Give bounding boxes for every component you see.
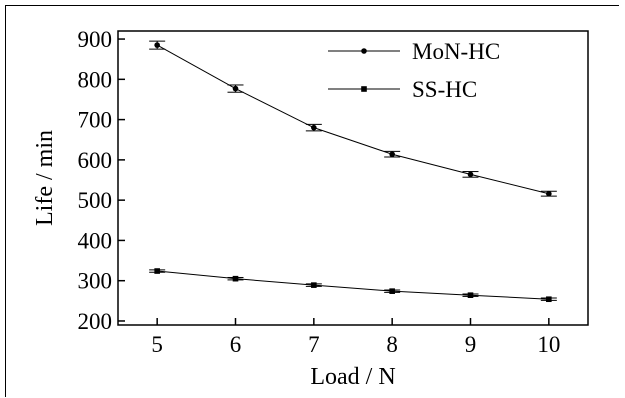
y-tick-label: 900 [78,27,113,52]
x-tick-label: 9 [465,332,477,357]
marker-square [361,86,367,92]
x-tick-label: 10 [537,332,560,357]
marker-circle [232,85,239,92]
figure-frame [5,5,619,397]
x-tick-label: 8 [386,332,398,357]
marker-square [232,275,239,282]
axes: 5 6 7 8 9 10 200 300 400 500 600 700 800 900 [78,27,561,357]
series-line [156,44,549,195]
marker-circle [154,42,160,48]
y-tick-label: 800 [78,67,113,92]
y-tick-label: 500 [78,188,113,213]
x-tick-label: 6 [230,332,242,357]
marker-square [546,296,552,303]
y-tick-label: 300 [78,269,113,294]
series-layer [149,40,557,303]
x-tick-label: 7 [308,332,320,357]
series-line [157,270,549,300]
marker-circle [467,171,474,178]
marker-circle [361,48,367,54]
y-tick-label: 700 [78,108,113,133]
x-axis-label: Load / N [310,364,395,390]
y-tick-label: 600 [78,148,113,173]
marker-square [389,288,395,294]
y-tick-label: 200 [78,309,113,334]
legend: MoN-HC SS-HC [328,39,500,102]
x-tick-label: 5 [151,332,163,357]
legend-label: MoN-HC [412,39,500,64]
series-mon-hc [149,40,557,197]
y-tick-label: 400 [78,228,113,253]
plot-area [117,30,589,326]
y-axis-label: Life / min [32,130,58,226]
marker-circle [546,190,552,197]
marker-square [311,282,317,288]
marker-circle [311,124,317,131]
series-ss-hc [149,268,557,303]
legend-label: SS-HC [412,77,477,102]
marker-square [154,268,160,274]
marker-square [467,292,474,298]
marker-circle [389,151,395,158]
